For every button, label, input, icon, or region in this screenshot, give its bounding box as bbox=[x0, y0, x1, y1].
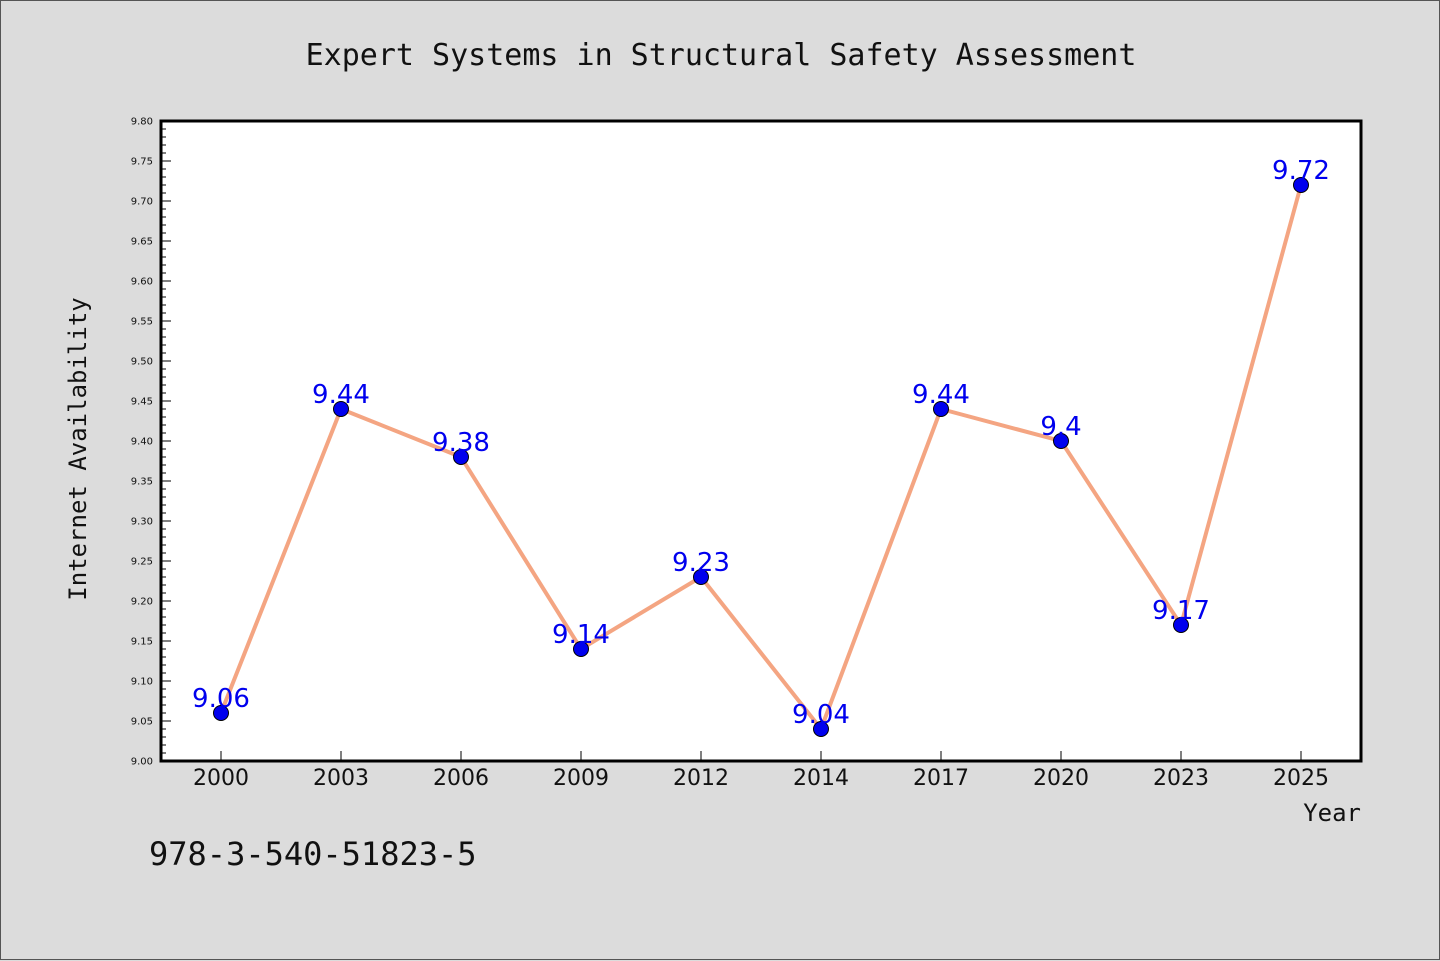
y-tick-label: 9.70 bbox=[131, 197, 153, 208]
y-tick-label: 9.65 bbox=[131, 237, 153, 248]
x-tick-label: 2017 bbox=[913, 766, 969, 791]
x-tick-label: 2000 bbox=[193, 766, 249, 791]
y-tick-label: 9.20 bbox=[131, 597, 153, 608]
data-label: 9.06 bbox=[192, 684, 250, 714]
y-tick-label: 9.75 bbox=[131, 157, 153, 168]
y-tick-label: 9.40 bbox=[131, 437, 153, 448]
series-line-group bbox=[219, 184, 1303, 731]
data-point bbox=[693, 569, 709, 585]
y-tick-label: 9.05 bbox=[131, 717, 153, 728]
data-label: 9.38 bbox=[432, 428, 490, 458]
data-label: 9.44 bbox=[912, 380, 970, 410]
data-label: 9.17 bbox=[1152, 596, 1210, 626]
data-point bbox=[1173, 617, 1189, 633]
series-line bbox=[219, 184, 1303, 731]
data-label: 9.04 bbox=[792, 700, 850, 730]
y-tick-label: 9.10 bbox=[131, 677, 153, 688]
y-tick-label: 9.25 bbox=[131, 557, 153, 568]
plot-border bbox=[159, 119, 1363, 763]
data-label: 9.44 bbox=[312, 380, 370, 410]
data-label: 9.72 bbox=[1272, 156, 1330, 186]
data-point bbox=[1293, 177, 1309, 193]
x-tick-label: 2020 bbox=[1033, 766, 1089, 791]
x-tick-label: 2023 bbox=[1153, 766, 1209, 791]
data-point bbox=[1053, 433, 1069, 449]
y-tick-label: 9.35 bbox=[131, 477, 153, 488]
plot-area bbox=[161, 121, 1361, 761]
x-axis-ticks: 2000 2003 2006 2009 2012 2014 2017 2020 2023 2025 bbox=[193, 751, 1329, 791]
data-point bbox=[813, 721, 829, 737]
data-labels-group: 9.06 9.44 9.38 9.14 9.23 9.04 9.44 9.4 9.17 9.72 bbox=[192, 156, 1330, 730]
chart-title: Expert Systems in Structural Safety Asse… bbox=[306, 38, 1137, 73]
x-tick-label: 2014 bbox=[793, 766, 849, 791]
y-tick-label: 9.50 bbox=[131, 357, 153, 368]
data-point bbox=[333, 401, 349, 417]
y-tick-label: 9.15 bbox=[131, 637, 153, 648]
data-label: 9.4 bbox=[1040, 412, 1081, 442]
x-tick-label: 2012 bbox=[673, 766, 729, 791]
x-tick-label: 2003 bbox=[313, 766, 369, 791]
y-tick-label: 9.45 bbox=[131, 397, 153, 408]
y-tick-label: 9.30 bbox=[131, 517, 153, 528]
x-tick-label: 2025 bbox=[1273, 766, 1329, 791]
y-tick-label: 9.80 bbox=[131, 117, 153, 128]
y-tick-label: 9.60 bbox=[131, 277, 153, 288]
x-tick-label: 2006 bbox=[433, 766, 489, 791]
x-tick-label: 2009 bbox=[553, 766, 609, 791]
series-points-group bbox=[213, 177, 1309, 737]
isbn-text: 978-3-540-51823-5 bbox=[149, 835, 477, 873]
data-label: 9.23 bbox=[672, 548, 730, 578]
y-axis-label: Internet Availability bbox=[64, 297, 92, 600]
data-point bbox=[573, 641, 589, 657]
y-tick-label: 9.55 bbox=[131, 317, 153, 328]
data-point bbox=[453, 449, 469, 465]
data-point bbox=[933, 401, 949, 417]
y-tick-label: 9.00 bbox=[131, 757, 153, 768]
data-point bbox=[213, 705, 229, 721]
data-label: 9.14 bbox=[552, 620, 610, 650]
x-axis-label: Year bbox=[1303, 799, 1361, 827]
